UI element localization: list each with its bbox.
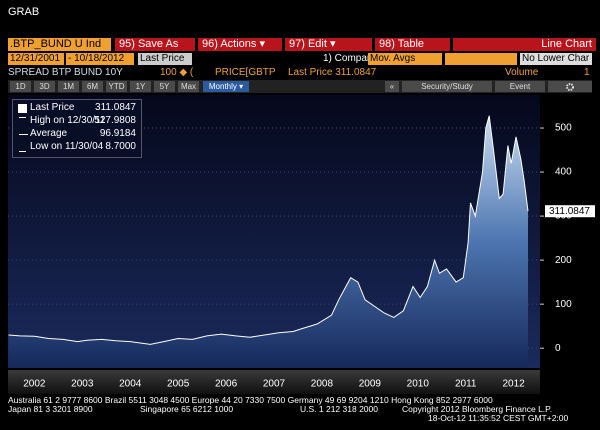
legend-label: Last Price xyxy=(30,102,75,113)
blank-field[interactable] xyxy=(445,53,517,65)
range-button[interactable]: 1M xyxy=(58,81,79,92)
legend-stat-value: 527.9808 xyxy=(94,115,136,126)
x-tick-label: 2009 xyxy=(359,379,382,390)
range-button[interactable]: Max xyxy=(178,81,199,92)
y-tick-label: 500 xyxy=(555,123,572,134)
footer-contact: Japan 81 3 3201 8900 xyxy=(8,404,93,414)
range-button[interactable]: 3D xyxy=(34,81,55,92)
legend-stat-value: 8.7000 xyxy=(105,141,136,152)
actions-button[interactable]: 96) Actions ▾ xyxy=(198,38,282,51)
last-price-label: Last Price 311.0847 xyxy=(288,67,377,78)
x-axis-band xyxy=(8,370,540,394)
x-tick-label: 2004 xyxy=(119,379,142,390)
window-title: GRAB xyxy=(8,6,40,18)
ticker-field[interactable]: .BTP_BUND U Ind xyxy=(8,38,111,51)
price-line xyxy=(8,115,529,345)
legend-value: 311.0847 xyxy=(95,102,136,113)
security-name: SPREAD BTP BUND 10Y xyxy=(8,67,123,78)
y-tick-label: 0 xyxy=(555,343,561,354)
range-button[interactable]: 5Y xyxy=(154,81,175,92)
x-tick-label: 2005 xyxy=(167,379,190,390)
legend-stat-value: 96.9184 xyxy=(99,128,136,139)
edit-button[interactable]: 97) Edit ▾ xyxy=(285,38,372,51)
volume-value: 1 xyxy=(584,67,590,78)
last-price-label: 311.0847 xyxy=(549,206,590,217)
legend-stat-icon xyxy=(19,117,26,126)
legend-stat-label: Low on 11/30/04 xyxy=(30,141,104,152)
x-tick-label: 2006 xyxy=(215,379,238,390)
range-button[interactable]: 6M xyxy=(82,81,103,92)
event-button[interactable]: Event xyxy=(495,81,545,92)
end-date[interactable]: - 10/18/2012 xyxy=(66,53,134,65)
y-tick-label: 200 xyxy=(555,255,572,266)
start-date[interactable]: 12/31/2001 xyxy=(8,53,64,65)
x-tick-label: 2007 xyxy=(263,379,286,390)
y-tick-label: 400 xyxy=(555,167,572,178)
x-tick-label: 2012 xyxy=(503,379,526,390)
compare-label[interactable]: 1) Compare xyxy=(323,53,376,64)
legend-stat-icon xyxy=(19,143,26,152)
footer-line: Australia 61 2 9777 8600 Brazil 5511 304… xyxy=(8,395,493,405)
volume-label: Volume xyxy=(505,67,539,78)
field-selector[interactable]: Last Price xyxy=(138,53,192,65)
legend-stat-label: High on 12/30/11 xyxy=(30,115,106,126)
legend-stat-icon xyxy=(19,134,28,135)
gear-icon xyxy=(566,83,574,91)
settings-button[interactable] xyxy=(548,81,592,92)
range-button[interactable]: 1D xyxy=(10,81,31,92)
chart: 0100200300400500200220032004200520062007… xyxy=(8,95,595,394)
x-tick-label: 2008 xyxy=(311,379,334,390)
y-tick-label: 100 xyxy=(555,299,572,310)
price-label: PRICE[GBTP xyxy=(215,67,276,78)
period-selector[interactable]: Monthly ▾ xyxy=(203,81,249,92)
legend-box xyxy=(12,99,142,158)
save-as-button[interactable]: 95) Save As xyxy=(115,38,195,51)
table-button[interactable]: 98) Table xyxy=(375,38,450,51)
security-study-button[interactable]: Security/Study xyxy=(402,81,492,92)
x-tick-label: 2011 xyxy=(455,379,477,390)
legend-stat-label: Average xyxy=(30,128,68,139)
x-tick-label: 2010 xyxy=(407,379,430,390)
range-button[interactable]: YTD xyxy=(106,81,127,92)
nav-button[interactable]: « xyxy=(385,81,399,92)
footer-timestamp: 18-Oct-12 11:35:52 CEST GMT+2:00 xyxy=(428,413,569,423)
footer-contact: U.S. 1 212 318 2000 xyxy=(300,404,378,414)
range-button[interactable]: 1Y xyxy=(130,81,151,92)
legend-swatch xyxy=(18,104,27,113)
x-tick-label: 2003 xyxy=(71,379,94,390)
view-selector[interactable]: Line Chart xyxy=(453,38,596,51)
x-tick-label: 2002 xyxy=(23,379,46,390)
mov-avgs-field[interactable]: Mov. Avgs xyxy=(368,53,442,65)
lower-chart-field[interactable]: No Lower Char xyxy=(520,53,592,65)
footer-contact: Singapore 65 6212 1000 xyxy=(140,404,234,414)
scale-label: 100 ◆ ( xyxy=(160,67,194,78)
last-price-tag xyxy=(545,205,595,218)
footer-copyright: Copyright 2012 Bloomberg Finance L.P. xyxy=(402,404,553,414)
area-fill xyxy=(8,115,529,368)
